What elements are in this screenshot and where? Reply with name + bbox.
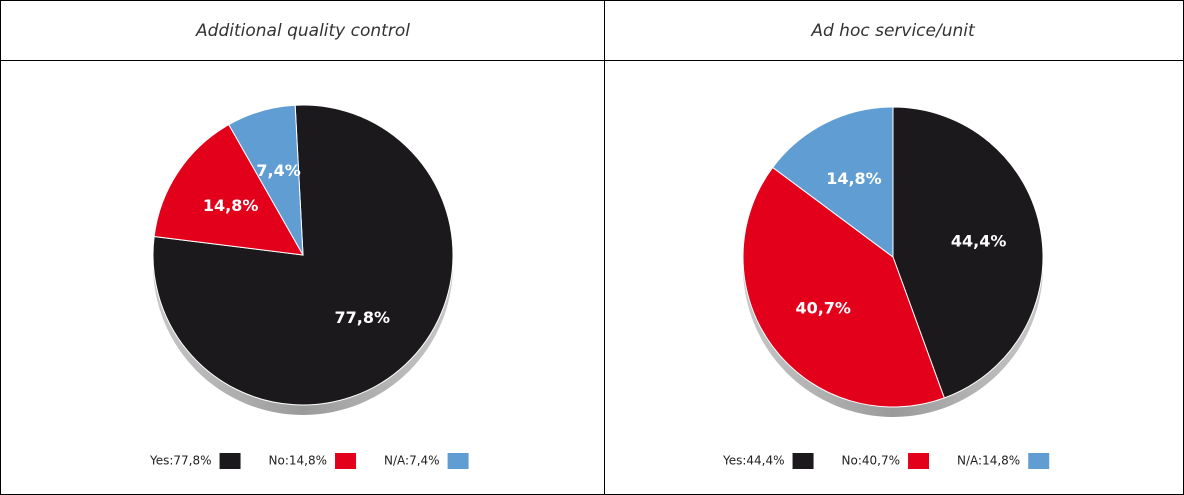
legend-label: N/A:14,8% bbox=[957, 454, 1020, 468]
legend-label: N/A:7,4% bbox=[384, 454, 440, 468]
value-label: 14,8% bbox=[203, 196, 259, 215]
pie-slice bbox=[771, 106, 894, 258]
pie-slice bbox=[153, 123, 304, 256]
pie-slice bbox=[228, 104, 304, 256]
value-label: 40,7% bbox=[795, 298, 851, 317]
legend-label: Yes:77,8% bbox=[149, 454, 212, 468]
legend-swatch bbox=[447, 453, 469, 469]
legend-label: No:14,8% bbox=[269, 454, 327, 468]
pie-slice bbox=[742, 166, 945, 408]
legend-label: No:40,7% bbox=[842, 454, 900, 468]
legend-swatch bbox=[792, 453, 814, 469]
value-label: 44,4% bbox=[951, 231, 1007, 250]
legend-swatch bbox=[335, 453, 357, 469]
chart-title: Additional quality control bbox=[195, 21, 410, 41]
legend-label: Yes:44,4% bbox=[722, 454, 785, 468]
value-label: 14,8% bbox=[826, 169, 882, 188]
legend-swatch bbox=[908, 453, 930, 469]
chart-title: Ad hoc service/unit bbox=[810, 21, 976, 41]
value-label: 77,8% bbox=[335, 308, 391, 327]
value-label: 7,4% bbox=[256, 161, 300, 180]
legend-swatch bbox=[1028, 453, 1050, 469]
pie-slice bbox=[892, 106, 1044, 399]
legend-swatch bbox=[219, 453, 241, 469]
